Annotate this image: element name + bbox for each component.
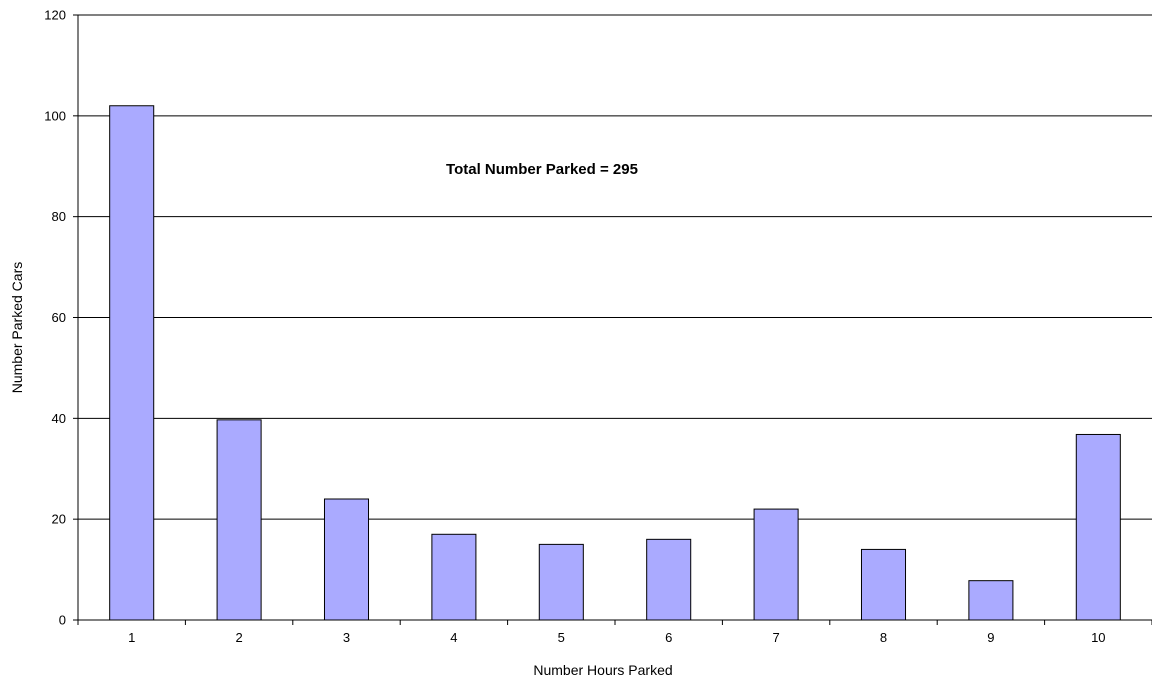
- y-tick-label: 80: [52, 209, 66, 224]
- bar: [753, 508, 799, 621]
- bar: [109, 105, 155, 621]
- bar: [323, 498, 370, 621]
- x-tick-label: 3: [343, 630, 350, 645]
- bar: [860, 548, 907, 621]
- bar: [968, 580, 1014, 621]
- y-tick-label: 100: [44, 108, 66, 123]
- x-tick-label: 2: [235, 630, 242, 645]
- x-tick-labels: 1 2 3 4 5 6 7 8 9 10: [77, 620, 1152, 645]
- bars: [109, 105, 1121, 621]
- bar: [646, 538, 692, 621]
- x-tick-label: 8: [880, 630, 887, 645]
- x-tick-label: 4: [450, 630, 457, 645]
- y-tick-label: 120: [44, 8, 66, 23]
- y-tick-label: 0: [59, 613, 66, 628]
- total-annotation: Total Number Parked = 295: [446, 161, 638, 178]
- y-tick-label: 40: [52, 411, 66, 426]
- y-axis-title: Number Parked Cars: [9, 262, 25, 394]
- x-tick-label: 10: [1091, 630, 1105, 645]
- bar: [431, 533, 477, 621]
- x-tick-label: 1: [128, 630, 135, 645]
- y-tick-labels: 0 20 40 60 80 100 120: [44, 8, 78, 628]
- gridlines: [78, 14, 1152, 520]
- bar: [538, 543, 584, 621]
- x-tick-label: 5: [558, 630, 565, 645]
- x-tick-label: 7: [772, 630, 779, 645]
- x-axis-title: Number Hours Parked: [533, 662, 672, 678]
- x-tick-label: 9: [987, 630, 994, 645]
- bar: [216, 419, 262, 621]
- x-tick-label: 6: [665, 630, 672, 645]
- y-tick-label: 60: [52, 310, 66, 325]
- y-tick-label: 20: [52, 512, 66, 527]
- bar: [1075, 433, 1121, 621]
